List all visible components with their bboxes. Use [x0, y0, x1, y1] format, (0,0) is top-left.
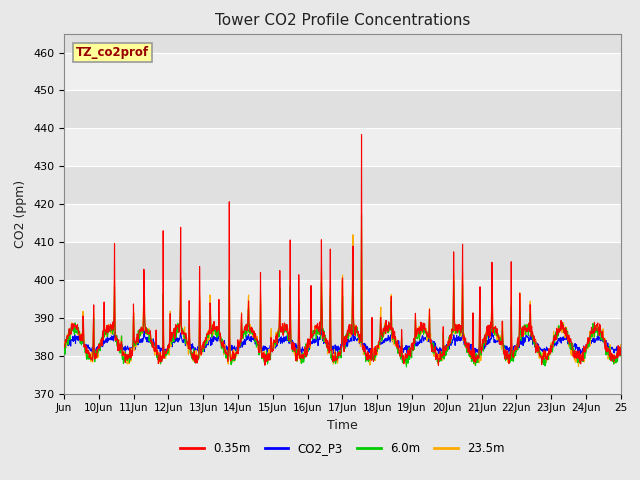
6.0m	[318, 304, 326, 310]
Bar	[64, 52, 621, 90]
CO2_P3	[126, 345, 134, 351]
6.0m	[358, 212, 365, 217]
Bar	[64, 356, 621, 394]
6.0m	[617, 351, 625, 357]
Bar	[64, 318, 621, 356]
CO2_P3	[318, 331, 326, 337]
0.35m	[358, 132, 365, 138]
0.35m	[308, 335, 316, 341]
CO2_P3	[576, 352, 584, 358]
23.5m	[575, 364, 582, 370]
Legend: 0.35m, CO2_P3, 6.0m, 23.5m: 0.35m, CO2_P3, 6.0m, 23.5m	[175, 437, 509, 460]
Bar	[64, 128, 621, 166]
Y-axis label: CO2 (ppm): CO2 (ppm)	[15, 180, 28, 248]
23.5m	[378, 326, 385, 332]
Title: Tower CO2 Profile Concentrations: Tower CO2 Profile Concentrations	[214, 13, 470, 28]
Bar	[64, 204, 621, 242]
23.5m	[126, 351, 134, 357]
CO2_P3	[103, 340, 111, 346]
6.0m	[308, 334, 316, 339]
6.0m	[378, 335, 385, 340]
23.5m	[60, 341, 68, 347]
Text: TZ_co2prof: TZ_co2prof	[76, 46, 149, 59]
CO2_P3	[378, 341, 385, 347]
23.5m	[308, 331, 316, 336]
0.35m	[617, 347, 625, 352]
6.0m	[103, 328, 111, 334]
Line: 6.0m: 6.0m	[64, 215, 621, 367]
X-axis label: Time: Time	[327, 419, 358, 432]
CO2_P3	[296, 347, 304, 352]
CO2_P3	[617, 343, 625, 348]
23.5m	[296, 355, 304, 360]
23.5m	[103, 330, 111, 336]
Line: CO2_P3: CO2_P3	[64, 328, 621, 355]
0.35m	[296, 352, 304, 358]
6.0m	[60, 342, 68, 348]
0.35m	[103, 328, 111, 334]
0.35m	[318, 293, 326, 299]
CO2_P3	[308, 341, 316, 347]
6.0m	[403, 364, 410, 370]
Bar	[64, 90, 621, 128]
CO2_P3	[317, 325, 325, 331]
Line: 0.35m: 0.35m	[64, 135, 621, 365]
0.35m	[126, 345, 134, 351]
Bar	[64, 280, 621, 318]
23.5m	[318, 283, 326, 288]
23.5m	[617, 342, 625, 348]
6.0m	[296, 356, 304, 361]
0.35m	[435, 362, 442, 368]
Line: 23.5m: 23.5m	[64, 229, 621, 367]
0.35m	[60, 345, 68, 350]
6.0m	[126, 355, 134, 361]
23.5m	[358, 226, 365, 232]
CO2_P3	[60, 339, 68, 345]
Bar	[64, 166, 621, 204]
0.35m	[378, 326, 385, 332]
Bar	[64, 242, 621, 280]
